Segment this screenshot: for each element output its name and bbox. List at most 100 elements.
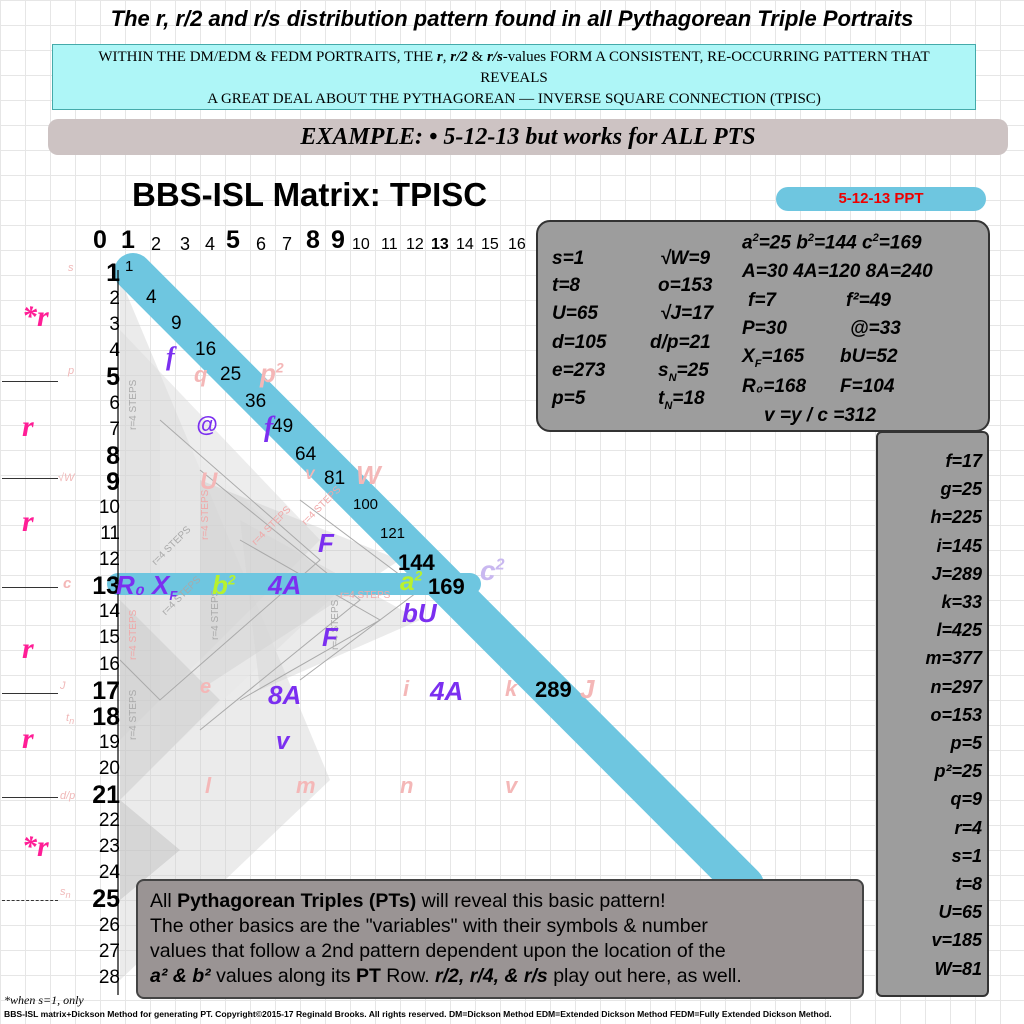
diag-25: 25 bbox=[220, 364, 242, 385]
symbol-F2: F bbox=[322, 622, 338, 652]
example-banner: EXAMPLE: • 5-12-13 but works for ALL PTS bbox=[48, 119, 1008, 155]
divider bbox=[2, 381, 58, 382]
exp-text: values along its bbox=[210, 965, 356, 987]
Xf-val: =165 bbox=[761, 346, 805, 367]
col-11: 11 bbox=[381, 236, 398, 253]
diamond-6 bbox=[120, 800, 180, 900]
variable-10: p=5 bbox=[950, 733, 982, 753]
symbol-4A-b: 4A bbox=[430, 676, 464, 706]
col-16: 16 bbox=[508, 236, 526, 253]
r-label-4: r bbox=[22, 632, 34, 665]
val-Xf: XF=165 bbox=[742, 346, 804, 370]
val-sqrtW: √W=9 bbox=[660, 248, 711, 269]
symbol-v: v bbox=[276, 728, 290, 755]
step-label: r=4 STEPS bbox=[128, 609, 139, 660]
diag-169: 169 bbox=[428, 574, 465, 599]
symbol-X-base: X bbox=[152, 570, 170, 600]
faint-m: m bbox=[296, 773, 316, 798]
exp-bold: Pythagorean Triples (PTs) bbox=[177, 890, 417, 912]
val-sN: sN=25 bbox=[658, 360, 709, 384]
col-10: 10 bbox=[352, 236, 370, 253]
col-6: 6 bbox=[256, 234, 267, 254]
val-P: P=30 bbox=[742, 318, 787, 339]
symbol-b2: b2 bbox=[212, 570, 236, 601]
tN-sub: N bbox=[664, 399, 673, 412]
row-28: 28 bbox=[98, 966, 120, 988]
explanation-line-3: values that follow a 2nd pattern depende… bbox=[150, 940, 726, 962]
sN-sub: N bbox=[668, 371, 677, 384]
c2-base: c bbox=[480, 555, 496, 586]
faint-v: v bbox=[505, 773, 518, 798]
divider bbox=[2, 478, 58, 479]
explanation-line-4: a² & b² values along its PT Row. r/2, r/… bbox=[150, 964, 850, 989]
row-4: 4 bbox=[109, 340, 120, 362]
variable-2: h=225 bbox=[930, 507, 982, 528]
faint-s: s bbox=[68, 262, 74, 274]
row-17: 17 bbox=[92, 676, 120, 705]
col-1: 1 bbox=[121, 226, 135, 254]
symbol-f: f bbox=[166, 342, 175, 371]
faint-t: t bbox=[66, 712, 70, 724]
Xf-sub: F bbox=[754, 357, 762, 370]
sN-val: =25 bbox=[676, 360, 709, 381]
val-p: p=5 bbox=[552, 388, 586, 409]
subtitle-text: -values FORM A CONSISTENT, RE-OCCURRING … bbox=[502, 49, 930, 65]
divider bbox=[2, 587, 58, 588]
r-label-star-6: *r bbox=[22, 830, 49, 863]
r-label-3: r bbox=[22, 505, 34, 538]
copyright-footer: BBS-ISL matrix+Dickson Method for genera… bbox=[4, 1009, 832, 1019]
val-sqrtJ: √J=17 bbox=[660, 303, 714, 324]
faint-w: W bbox=[356, 460, 381, 490]
r-label-2: r bbox=[22, 410, 34, 443]
divider bbox=[2, 900, 58, 901]
symbol-f2: f bbox=[264, 412, 274, 443]
faint-e: e bbox=[200, 676, 212, 698]
row-6: 6 bbox=[109, 392, 120, 414]
diag-4: 4 bbox=[146, 287, 157, 308]
row-14: 14 bbox=[98, 601, 120, 623]
row-2: 2 bbox=[109, 288, 120, 310]
row-16: 16 bbox=[98, 653, 120, 675]
col-13: 13 bbox=[431, 236, 449, 253]
exp-bold: a² & b² bbox=[150, 965, 211, 987]
faint-t-sub: n bbox=[69, 716, 75, 727]
c2-sup: 2 bbox=[495, 556, 505, 574]
matrix-title: BBS-ISL Matrix: TPISC bbox=[132, 176, 488, 213]
symbol-8A: 8A bbox=[268, 680, 302, 710]
val-R0: R₀=168 bbox=[742, 376, 807, 397]
val-at: @=33 bbox=[850, 318, 901, 339]
row-5: 5 bbox=[106, 363, 120, 392]
symbol-X-sub: F bbox=[169, 588, 178, 604]
val-A: A=30 4A=120 8A=240 bbox=[742, 261, 933, 282]
sq-b: =25 b bbox=[758, 232, 808, 254]
val-t: t=8 bbox=[552, 275, 580, 296]
step-label: r=4 STEPS bbox=[128, 379, 139, 430]
row-12: 12 bbox=[98, 549, 120, 571]
tN-val: =18 bbox=[672, 388, 705, 409]
sq-c: =144 c bbox=[813, 232, 873, 254]
col-7: 7 bbox=[282, 234, 293, 254]
symbol-4A: 4A bbox=[268, 570, 302, 600]
subtitle-r: r bbox=[436, 49, 443, 65]
faint-sqrtw: √W bbox=[58, 472, 75, 484]
explanation-line-2: The other basics are the "variables" wit… bbox=[150, 915, 708, 937]
sN-base: s bbox=[658, 360, 669, 381]
col-9: 9 bbox=[331, 226, 345, 254]
r-label-star-1: *r bbox=[22, 300, 49, 333]
row-22: 22 bbox=[98, 810, 120, 832]
symbol-a2: a2 bbox=[400, 566, 422, 597]
faint-c2: c2 bbox=[480, 555, 504, 587]
col-14: 14 bbox=[456, 236, 474, 253]
symbol-at: @ bbox=[196, 412, 218, 437]
val-tN: tN=18 bbox=[658, 388, 705, 412]
r-label-5: r bbox=[22, 722, 34, 755]
exp-text: play out here, as well. bbox=[547, 965, 742, 987]
val-bU: bU=52 bbox=[840, 346, 898, 367]
row-1: 1 bbox=[106, 259, 120, 287]
subtitle-text: WITHIN THE DM/EDM & FEDM PORTRAITS, THE bbox=[98, 49, 437, 65]
faint-l: l bbox=[205, 773, 212, 798]
symbol-a2-base: a bbox=[400, 566, 415, 596]
val-f: f=7 bbox=[748, 290, 776, 311]
row-23: 23 bbox=[98, 836, 120, 858]
variable-17: v=185 bbox=[931, 930, 982, 951]
